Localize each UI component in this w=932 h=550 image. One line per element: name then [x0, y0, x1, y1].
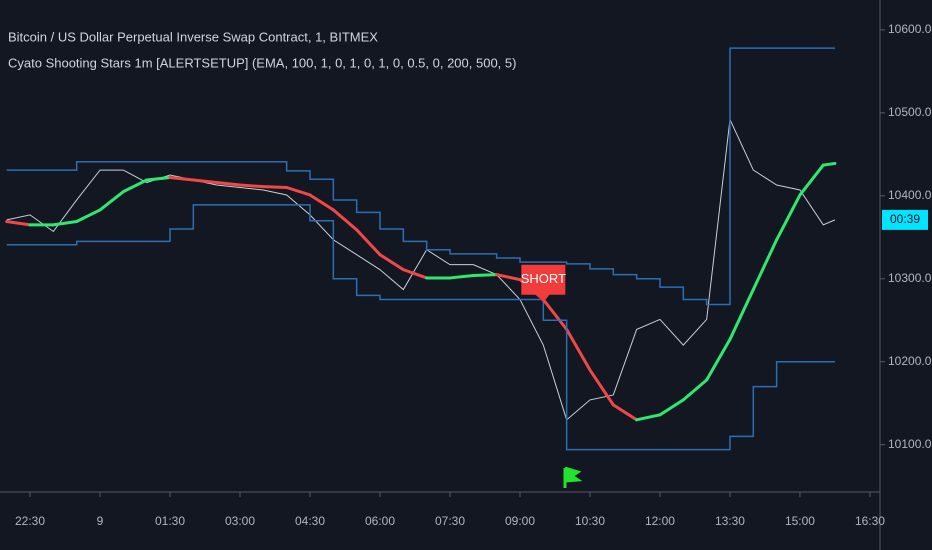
x-tick-label: 03:00: [225, 514, 255, 528]
ema-segment: [821, 161, 837, 167]
indicator-title: Cyato Shooting Stars 1m [ALERTSETUP] (EM…: [8, 55, 516, 70]
y-tick-label: 10400.0: [888, 188, 932, 202]
annotation-label: SHORT: [521, 271, 566, 286]
band-line: [6, 204, 835, 451]
x-tick-label: 9: [97, 514, 104, 528]
ema-segment: [541, 298, 569, 331]
ema-segment: [168, 176, 195, 182]
chart-title: Bitcoin / US Dollar Perpetual Inverse Sw…: [8, 29, 378, 44]
ema-segment: [355, 228, 382, 257]
ema-segment: [261, 185, 289, 190]
ema-segment: [658, 398, 685, 417]
ema-segment: [238, 183, 265, 189]
x-tick-label: 06:00: [365, 514, 395, 528]
annotation-box: [521, 264, 566, 303]
ema-segment: [378, 253, 405, 272]
price-label: 00:39: [890, 212, 920, 226]
y-tick-label: 10200.0: [888, 354, 932, 368]
x-tick-label: 12:00: [645, 514, 675, 528]
ema-segment: [121, 178, 149, 194]
ema-segment: [565, 327, 592, 372]
ema-segment: [5, 220, 32, 227]
ema-segment: [98, 190, 125, 212]
y-tick-label: 10500.0: [888, 105, 932, 119]
y-tick-label: 10300.0: [888, 271, 932, 285]
ema-segment: [331, 208, 359, 232]
ema-segment: [448, 273, 475, 280]
x-tick-label: 16:30: [855, 514, 885, 528]
ema-segment: [798, 163, 825, 197]
ema-segment: [471, 273, 499, 277]
price-label-box: [882, 209, 928, 230]
x-tick-label: 09:00: [505, 514, 535, 528]
ema-segment: [588, 368, 615, 407]
ema-segment: [681, 378, 709, 402]
ema-segment: [145, 176, 172, 182]
ema-segment: [308, 193, 335, 212]
ema-segment: [751, 238, 779, 292]
band-line: [6, 47, 835, 306]
ema-segment: [728, 288, 755, 341]
x-tick-label: 10:30: [575, 514, 605, 528]
ema-segment: [611, 403, 639, 422]
flag: [563, 466, 583, 488]
ema-segment: [775, 193, 802, 242]
ema-segment: [75, 208, 102, 224]
y-tick-label: 10100.0: [888, 437, 932, 451]
x-tick-label: 04:30: [295, 514, 325, 528]
ema-segment: [705, 337, 732, 382]
ema-segment: [191, 178, 219, 185]
ema-segment: [635, 413, 662, 422]
x-tick-label: 01:30: [155, 514, 185, 528]
ema-segment: [215, 181, 242, 187]
ema-segment: [51, 220, 79, 227]
x-tick-label: 15:00: [785, 514, 815, 528]
x-tick-label: 13:30: [715, 514, 745, 528]
ema-segment: [401, 268, 429, 280]
y-tick-label: 10600.0: [888, 22, 932, 36]
ema-segment: [495, 273, 522, 282]
x-tick-label: 07:30: [435, 514, 465, 528]
ema-segment: [285, 186, 312, 197]
x-tick-label: 22:30: [15, 514, 45, 528]
